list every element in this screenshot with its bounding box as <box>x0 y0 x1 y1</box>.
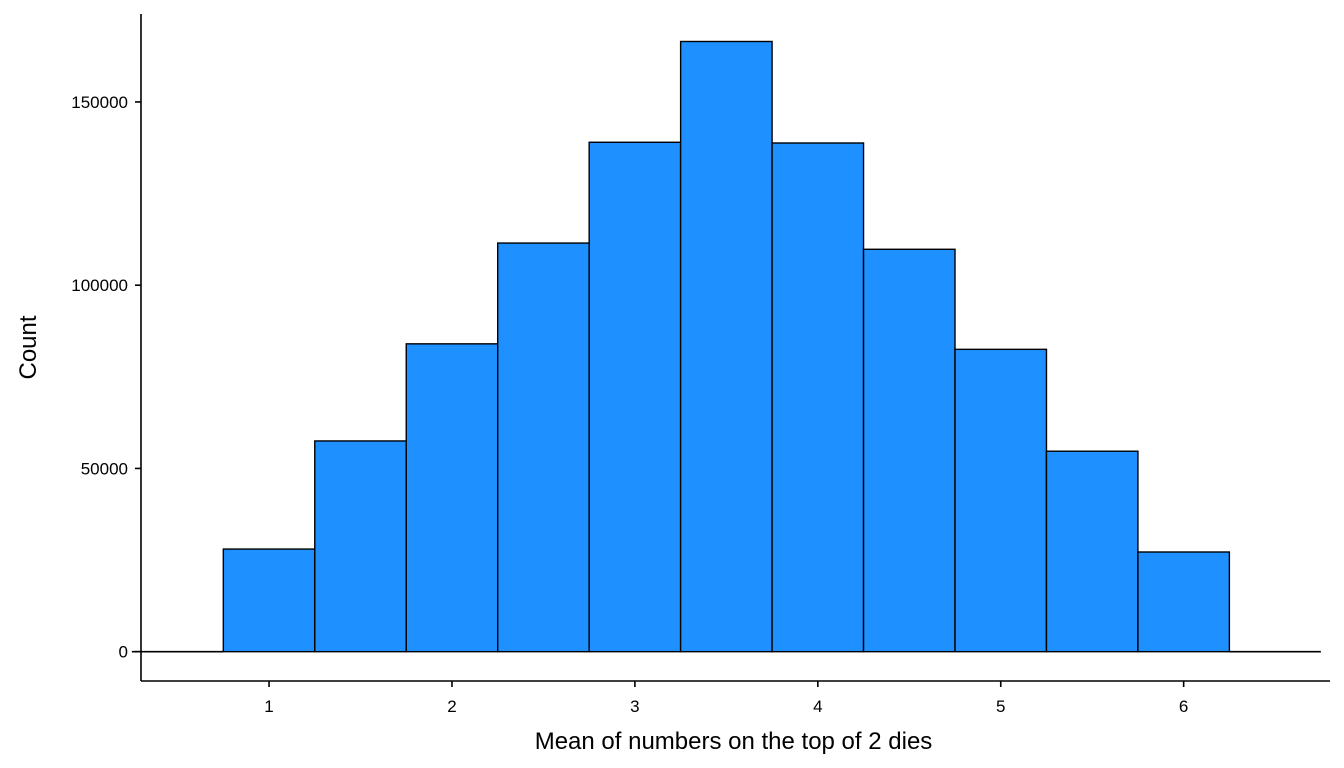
histogram-bar <box>405 343 499 653</box>
y-tick-label: 100000 <box>71 276 128 295</box>
histogram-bar <box>771 142 865 653</box>
y-tick-label: 0 <box>119 643 128 662</box>
histogram-bar <box>679 40 773 653</box>
histogram-bar <box>497 242 590 653</box>
y-axis-ticks: 0 50000 100000 150000 <box>71 93 141 662</box>
x-axis-title: Mean of numbers on the top of 2 dies <box>535 728 933 755</box>
histogram-bar <box>1045 450 1139 653</box>
histogram-bar <box>954 348 1048 653</box>
y-axis-title: Count <box>15 315 42 379</box>
y-tick-label: 50000 <box>81 459 128 478</box>
x-tick-label: 6 <box>1179 697 1188 716</box>
x-tick-label: 1 <box>264 697 273 716</box>
y-tick-label: 150000 <box>71 93 128 112</box>
x-axis-ticks: 1 2 3 4 5 6 <box>264 681 1188 716</box>
x-tick-label: 3 <box>630 697 639 716</box>
bars-group <box>131 40 1321 653</box>
x-tick-label: 4 <box>813 697 822 716</box>
x-tick-label: 2 <box>447 697 456 716</box>
histogram-bar <box>314 440 407 653</box>
histogram-bar <box>1137 551 1231 653</box>
x-tick-label: 5 <box>996 697 1005 716</box>
histogram-bar <box>588 141 682 653</box>
histogram-bar <box>862 248 956 653</box>
histogram-bar <box>222 548 316 653</box>
